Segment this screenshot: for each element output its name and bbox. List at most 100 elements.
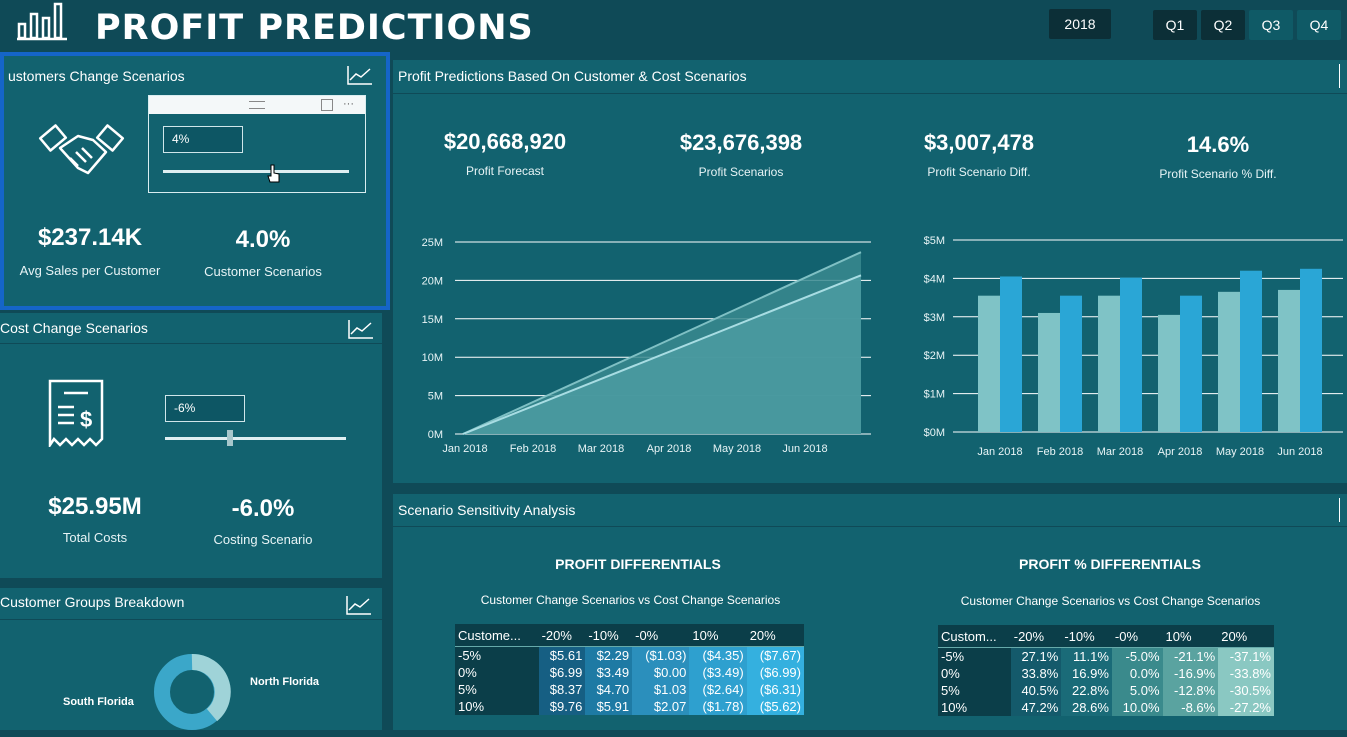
table-cell: 0.0% [1111,665,1163,682]
cost-panel-title: Cost Change Scenarios [0,320,148,336]
table-row[interactable]: -5% $5.61 $2.29 ($1.03) ($4.35) ($7.67) [455,646,804,664]
table-cell: 10% [455,698,539,715]
line-chart-icon[interactable] [347,318,375,340]
area-x-tick-label: May 2018 [713,443,761,455]
profit-pct-differentials-table[interactable]: Custom... -20% -10% -0% 10% 20% -5% 27.1% 11.1% -… [938,625,1274,716]
line-chart-icon[interactable] [1339,498,1347,522]
table-header-cell[interactable]: 10% [689,624,747,647]
quarter-button-q3[interactable]: Q3 [1249,10,1293,40]
table-cell: -33.8% [1218,665,1274,682]
profit-pct-differentials-subtitle: Customer Change Scenarios vs Cost Change… [960,594,1261,608]
table-cell: ($5.62) [746,698,804,715]
table-cell: -21.1% [1162,647,1219,665]
line-chart-icon[interactable] [345,594,373,616]
quarter-button-q1[interactable]: Q1 [1153,10,1197,40]
table-cell: 0% [455,664,539,681]
drag-handle-icon[interactable] [249,101,265,109]
table-row[interactable]: 10% 47.2% 28.6% 10.0% -8.6% -27.2% [938,699,1274,716]
bar-y-tick-label: $2M [924,350,945,362]
table-header-cell[interactable]: 20% [746,624,804,647]
bar-x-tick-label: Feb 2018 [1037,446,1083,458]
area-y-tick-label: 15M [422,314,443,326]
sensitivity-panel: Scenario Sensitivity Analysis PROFIT DIF… [393,494,1347,730]
bar [1158,314,1180,432]
customers-slider-card: ··· 4% [148,95,366,193]
table-row[interactable]: 5% $8.37 $4.70 $1.03 ($2.64) ($6.31) [455,681,804,698]
area-scenario-line [462,251,862,435]
more-options-icon[interactable]: ··· [343,98,354,110]
profit-scenarios-label: Profit Scenarios [698,165,784,179]
customers-slider-input[interactable]: 4% [163,126,243,153]
area-y-tick-label: 5M [428,391,443,403]
table-cell: $1.03 [632,681,690,698]
receipt-icon: $ [46,379,106,450]
bar [1180,295,1202,432]
table-header-cell[interactable]: -20% [538,624,586,647]
bar [1278,289,1300,432]
table-header-row: Custom... -20% -10% -0% 10% 20% [938,625,1274,648]
area-x-tick-label: Feb 2018 [510,443,556,455]
table-cell: 27.1% [1010,647,1062,665]
table-cell: $4.70 [585,681,633,698]
table-header-cell[interactable]: -20% [1010,625,1062,648]
table-header-cell[interactable]: 10% [1162,625,1219,648]
avg-sales-value: $237.14K [37,224,143,251]
line-chart-icon[interactable] [1339,64,1347,88]
year-filter-button[interactable]: 2018 [1049,9,1111,39]
app-logo-icon [15,0,70,42]
table-cell: ($6.99) [746,664,804,681]
area-y-tick-label: 20M [422,275,443,287]
table-row[interactable]: 10% $9.76 $5.91 $2.07 ($1.78) ($5.62) [455,698,804,715]
panel-divider [393,526,1347,527]
table-cell: 10.0% [1111,699,1163,716]
bar [1000,276,1022,432]
table-cell: 28.6% [1061,699,1112,716]
table-cell: 5.0% [1111,682,1163,699]
profit-differentials-table[interactable]: Custome... -20% -10% -0% 10% 20% -5% $5.61 $2.29… [455,624,804,715]
cost-slider-thumb[interactable] [227,430,233,446]
panel-header-band [393,93,1347,94]
table-cell: 5% [938,682,1011,699]
quarter-button-q4[interactable]: Q4 [1297,10,1341,40]
profit-forecast-label: Profit Forecast [465,164,545,178]
total-costs-label: Total Costs [62,530,128,545]
table-header-cell[interactable]: -10% [585,624,633,647]
table-cell: $2.29 [585,646,633,664]
costing-scenario-label: Costing Scenario [213,532,313,547]
customers-change-panel: ustomers Change Scenarios ··· 4% $237.14… [0,52,390,310]
bar-y-tick-label: $0M [924,427,945,439]
line-chart-icon[interactable] [346,64,374,86]
cost-slider-input[interactable]: -6% [165,395,245,422]
table-header-cell[interactable]: -0% [632,624,690,647]
cost-slider-track[interactable] [165,437,346,440]
profit-pct-differentials-heading: PROFIT % DIFFERENTIALS [1019,556,1201,572]
profit-area-chart[interactable]: 0M 5M 10M 15M 20M 25M Jan 2018 Feb 2018 Mar 2018… [393,220,883,460]
table-header-cell[interactable]: -0% [1111,625,1163,648]
table-cell: 10% [938,699,1011,716]
profit-bar-chart[interactable]: $0M $1M $2M $3M $4M $5M Jan 2018 Feb 2018 Mar 20… [913,220,1347,465]
table-row[interactable]: 0% 33.8% 16.9% 0.0% -16.9% -33.8% [938,665,1274,682]
table-row[interactable]: -5% 27.1% 11.1% -5.0% -21.1% -37.1% [938,647,1274,665]
table-header-cell[interactable]: 20% [1218,625,1274,648]
table-cell: -5.0% [1111,647,1163,665]
table-cell: $9.76 [538,698,586,715]
bar [1120,277,1142,432]
table-header-cell[interactable]: Custome... [455,624,539,647]
table-cell: $5.91 [585,698,633,715]
table-header-cell[interactable]: Custom... [938,625,1011,648]
focus-mode-icon[interactable] [321,99,333,111]
customers-slider-track[interactable] [163,170,349,173]
donut-chart[interactable] [152,652,232,732]
area-y-tick-label: 0M [428,429,443,441]
table-cell: -27.2% [1218,699,1274,716]
table-header-cell[interactable]: -10% [1061,625,1112,648]
profit-forecast-value: $20,668,920 [443,129,567,154]
bar-x-tick-label: Mar 2018 [1097,446,1143,458]
bar-x-tick-label: Jun 2018 [1277,446,1322,458]
table-cell: -5% [455,646,539,664]
table-row[interactable]: 5% 40.5% 22.8% 5.0% -12.8% -30.5% [938,682,1274,699]
table-cell: -12.8% [1162,682,1219,699]
table-row[interactable]: 0% $6.99 $3.49 $0.00 ($3.49) ($6.99) [455,664,804,681]
quarter-button-q2[interactable]: Q2 [1201,10,1245,40]
bar [1060,295,1082,432]
